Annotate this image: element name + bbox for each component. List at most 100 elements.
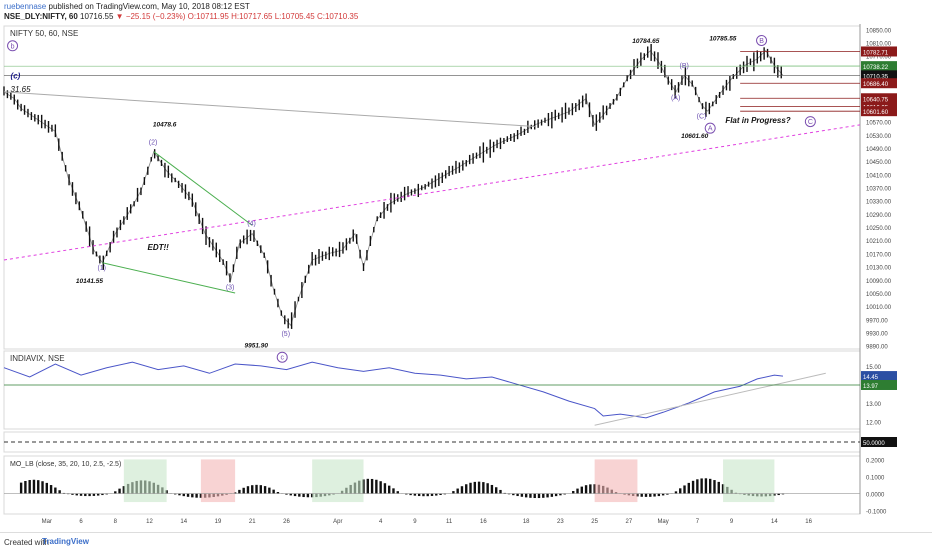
- x-tick-label: 9: [413, 519, 417, 525]
- oscillator-bar: [264, 486, 266, 493]
- price-label-text: 50.0000: [863, 441, 885, 447]
- nifty-price-line: [4, 51, 783, 326]
- wave-label: (A): [671, 95, 680, 102]
- wave-label: (1): [97, 265, 106, 272]
- y-tick-label: 10570.00: [866, 121, 892, 127]
- oscillator-bar: [183, 494, 185, 497]
- oscillator-bar: [272, 490, 274, 494]
- symbol-label: NSE_DLY:NIFTY, 60: [4, 12, 78, 21]
- x-tick-label: May: [657, 519, 668, 525]
- circle-wave-label: b: [11, 43, 15, 50]
- y-tick-label: 0.1000: [866, 475, 885, 481]
- wave-label: (4): [247, 220, 256, 227]
- chart-annotation: EDT!!: [148, 243, 170, 252]
- tradingview-logo[interactable]: TradingView: [42, 537, 89, 546]
- y-tick-label: 10090.00: [866, 279, 892, 285]
- oscillator-bar: [58, 490, 60, 493]
- author-name[interactable]: ruebennase: [4, 2, 46, 11]
- y-tick-label: 10410.00: [866, 173, 892, 179]
- oscillator-bar: [486, 483, 488, 493]
- oscillator-bar: [302, 494, 304, 498]
- wedge-upper: [154, 152, 252, 226]
- oscillator-bar: [251, 485, 253, 493]
- last-price: 10716.55: [80, 12, 113, 21]
- price-label-text: 13.97: [863, 384, 879, 390]
- candles-group: [4, 44, 781, 329]
- trendline-upper: [4, 92, 535, 127]
- oscillator-bar: [50, 485, 52, 493]
- x-tick-label: 18: [523, 519, 530, 525]
- oscillator-bar: [576, 489, 578, 494]
- circle-wave-label: C: [808, 119, 813, 126]
- y-tick-label: 10330.00: [866, 200, 892, 206]
- oscillator-bar: [572, 491, 574, 494]
- oscillator-bar: [478, 482, 480, 494]
- price-annotation: 10141.55: [76, 278, 103, 285]
- chart-header: ruebennase published on TradingView.com,…: [0, 0, 932, 24]
- oscillator-bar: [546, 494, 548, 498]
- chart-annotation: Flat in Progress?: [725, 116, 790, 125]
- chart-canvas[interactable]: NIFTY 50, 60, NSE9890.009930.009970.0010…: [0, 24, 932, 532]
- oscillator-bar: [435, 494, 437, 496]
- oscillator-bar: [97, 494, 99, 496]
- oscillator-bar: [195, 494, 197, 498]
- oscillator-bar: [367, 479, 369, 494]
- oscillator-bar: [427, 494, 429, 497]
- oscillator-bar: [469, 483, 471, 494]
- oscillator-bar: [696, 479, 698, 493]
- oscillator-bar: [589, 484, 591, 493]
- y-tick-label: 10050.00: [866, 292, 892, 298]
- price-change: −25.15 (−0.23%): [126, 12, 186, 21]
- oscillator-bar: [555, 494, 557, 497]
- y-tick-label: 13.00: [866, 402, 882, 408]
- vix-trendline: [595, 373, 826, 425]
- wedge-lower: [102, 263, 235, 293]
- y-tick-label: 15.00: [866, 365, 882, 371]
- y-tick-label: 10170.00: [866, 252, 892, 258]
- oscillator-bar: [585, 485, 587, 493]
- oscillator-bar: [534, 494, 536, 498]
- publish-line: ruebennase published on TradingView.com,…: [4, 2, 250, 11]
- oscillator-bar: [24, 481, 26, 494]
- y-tick-label: 10850.00: [866, 28, 892, 34]
- x-tick-label: 16: [805, 519, 812, 525]
- oscillator-bar: [705, 478, 707, 493]
- x-tick-label: 8: [114, 519, 118, 525]
- wave-label: (5): [281, 331, 290, 338]
- x-tick-label: 23: [557, 519, 564, 525]
- oscillator-bar: [260, 485, 262, 493]
- oscillator-bar: [683, 485, 685, 493]
- oscillator-band: [124, 459, 167, 502]
- oscillator-band: [312, 459, 363, 502]
- wave-label: (B): [680, 63, 689, 70]
- oscillator-bar: [709, 479, 711, 494]
- oscillator-bar: [187, 494, 189, 497]
- oscillator-bar: [713, 480, 715, 493]
- oscillator-bar: [679, 488, 681, 493]
- x-tick-label: Apr: [333, 519, 342, 525]
- price-annotation: 9951.90: [245, 342, 269, 349]
- oscillator-bar: [28, 480, 30, 494]
- x-tick-label: Mar: [42, 519, 52, 525]
- oscillator-bar: [551, 494, 553, 497]
- oscillator-bar: [84, 494, 86, 497]
- y-tick-label: 10370.00: [866, 187, 892, 193]
- oscillator-bar: [718, 482, 720, 494]
- oscillator-bar: [242, 488, 244, 494]
- x-tick-label: 21: [249, 519, 256, 525]
- price-label-text: 10782.71: [863, 50, 889, 56]
- x-tick-label: 27: [626, 519, 633, 525]
- x-tick-label: 16: [480, 519, 487, 525]
- y-tick-label: 10490.00: [866, 147, 892, 153]
- symbol-line: NSE_DLY:NIFTY, 60 10716.55 ▼ −25.15 (−0.…: [4, 12, 358, 21]
- oscillator-bar: [388, 486, 390, 494]
- oscillator-bar: [392, 488, 394, 493]
- oscillator-bar: [307, 494, 309, 498]
- price-label-text: 10738.22: [863, 65, 889, 71]
- oscillator-bar: [525, 494, 527, 498]
- oscillator-band: [201, 459, 235, 502]
- y-tick-label: 10210.00: [866, 239, 892, 245]
- oscillator-bar: [482, 482, 484, 493]
- oscillator-bar: [20, 483, 22, 494]
- oscillator-bar: [418, 494, 420, 496]
